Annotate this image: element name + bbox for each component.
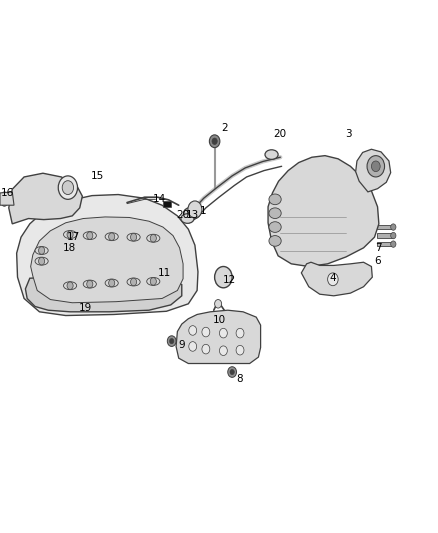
- Ellipse shape: [147, 277, 160, 286]
- Circle shape: [109, 233, 115, 240]
- Bar: [377, 225, 393, 229]
- Circle shape: [131, 233, 137, 241]
- Text: 1: 1: [200, 206, 207, 215]
- Circle shape: [371, 161, 380, 172]
- Circle shape: [187, 208, 196, 219]
- Ellipse shape: [265, 150, 278, 159]
- Circle shape: [391, 224, 396, 230]
- Ellipse shape: [105, 279, 118, 287]
- Circle shape: [230, 369, 234, 375]
- Text: 7: 7: [375, 243, 382, 253]
- Ellipse shape: [147, 235, 160, 242]
- Circle shape: [39, 257, 45, 265]
- Text: 8: 8: [237, 375, 244, 384]
- Circle shape: [228, 367, 237, 377]
- Circle shape: [216, 269, 230, 286]
- Circle shape: [150, 235, 156, 242]
- Text: 19: 19: [79, 303, 92, 313]
- Polygon shape: [356, 149, 391, 192]
- Polygon shape: [163, 201, 171, 207]
- Circle shape: [109, 279, 115, 287]
- Ellipse shape: [215, 266, 232, 288]
- Polygon shape: [31, 217, 183, 303]
- Circle shape: [87, 280, 93, 288]
- Text: 4: 4: [329, 273, 336, 283]
- Polygon shape: [17, 195, 198, 316]
- Circle shape: [62, 181, 74, 195]
- Circle shape: [167, 336, 176, 346]
- Circle shape: [236, 328, 244, 338]
- Circle shape: [236, 345, 244, 355]
- Polygon shape: [301, 262, 372, 296]
- Circle shape: [189, 326, 197, 335]
- Text: 20: 20: [177, 211, 190, 220]
- Ellipse shape: [35, 246, 48, 255]
- Circle shape: [58, 176, 78, 199]
- Polygon shape: [0, 192, 14, 205]
- Text: 13: 13: [186, 211, 199, 220]
- Circle shape: [391, 241, 396, 247]
- Bar: [377, 242, 393, 246]
- Ellipse shape: [83, 280, 96, 288]
- Circle shape: [212, 138, 217, 144]
- Text: 14: 14: [152, 195, 166, 204]
- Circle shape: [87, 232, 93, 239]
- Ellipse shape: [181, 214, 194, 223]
- Circle shape: [391, 232, 396, 239]
- Text: 20: 20: [273, 130, 286, 139]
- Ellipse shape: [184, 207, 200, 219]
- Text: 12: 12: [223, 275, 236, 285]
- Ellipse shape: [35, 257, 48, 265]
- Text: 11: 11: [158, 268, 171, 278]
- Text: 3: 3: [345, 130, 352, 139]
- Circle shape: [1, 199, 7, 206]
- Text: 9: 9: [178, 341, 185, 350]
- Text: 2: 2: [221, 123, 228, 133]
- Circle shape: [150, 278, 156, 285]
- Polygon shape: [268, 156, 379, 266]
- Ellipse shape: [269, 208, 281, 219]
- Text: 16: 16: [1, 188, 14, 198]
- Circle shape: [188, 201, 202, 218]
- Text: 10: 10: [212, 315, 226, 325]
- Circle shape: [202, 327, 210, 337]
- Ellipse shape: [127, 278, 140, 286]
- Bar: [377, 233, 393, 238]
- Circle shape: [367, 156, 385, 177]
- Text: 17: 17: [67, 232, 80, 241]
- Polygon shape: [176, 310, 261, 364]
- Circle shape: [131, 278, 137, 286]
- Ellipse shape: [127, 233, 140, 241]
- Circle shape: [209, 135, 220, 148]
- Circle shape: [202, 344, 210, 354]
- Circle shape: [67, 282, 73, 289]
- Circle shape: [170, 338, 174, 344]
- Text: 18: 18: [63, 243, 76, 253]
- Ellipse shape: [64, 281, 77, 290]
- Circle shape: [189, 342, 197, 351]
- Circle shape: [328, 273, 338, 286]
- Ellipse shape: [269, 194, 281, 205]
- Text: 15: 15: [91, 171, 104, 181]
- Ellipse shape: [64, 230, 77, 239]
- Circle shape: [215, 300, 222, 308]
- Ellipse shape: [269, 236, 281, 246]
- Polygon shape: [9, 173, 82, 224]
- Circle shape: [219, 346, 227, 356]
- Circle shape: [67, 231, 73, 238]
- Ellipse shape: [269, 222, 281, 232]
- Ellipse shape: [105, 232, 118, 241]
- Text: 6: 6: [374, 256, 381, 266]
- Polygon shape: [25, 276, 182, 312]
- Circle shape: [219, 328, 227, 338]
- Ellipse shape: [83, 231, 96, 239]
- Circle shape: [39, 247, 45, 254]
- Circle shape: [1, 192, 7, 199]
